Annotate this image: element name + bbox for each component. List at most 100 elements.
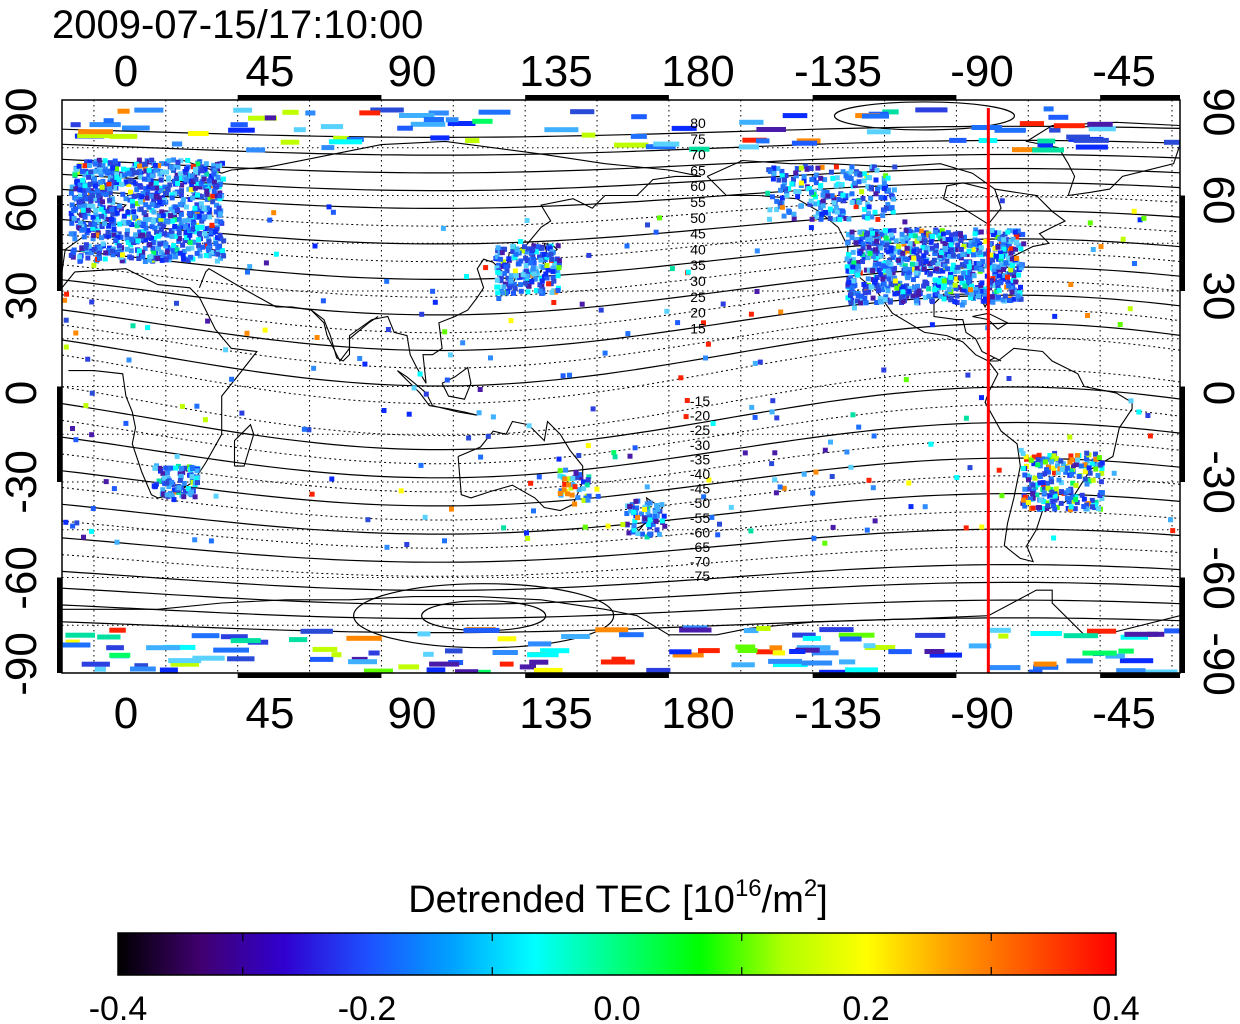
tec-pixel [1093,499,1099,505]
tec-pixel [417,631,431,637]
tec-pixel [1069,495,1075,500]
tec-pixel [502,246,507,252]
tec-pixel [1028,669,1043,673]
contour-line [62,167,1180,192]
tec-pixel [417,371,423,377]
tec-pixel [301,426,307,432]
tec-pixel [442,329,448,335]
tec-pixel [650,521,656,527]
tec-pixel [442,538,447,544]
tec-pixel [62,642,91,648]
tec-pixel [865,215,871,221]
contour-line [62,599,1180,620]
tec-pixel [289,637,308,643]
tec-pixel [856,424,862,430]
contour-line [62,336,1180,405]
tec-pixel [994,234,1000,240]
tec-pixel [846,277,852,282]
tec-pixel [1087,121,1113,127]
tec-pixel [80,177,86,183]
tec-pixel [147,257,152,263]
tec-pixel [562,481,568,487]
top-lon-tick: -90 [950,47,1014,96]
tec-pixel [865,184,871,190]
tec-pixel [77,187,83,193]
tec-pixel [754,248,760,254]
tec-pixel [742,450,748,456]
tec-pixel [519,248,525,254]
tec-pixel [717,521,722,527]
tec-pixel [891,196,897,202]
tec-pixel [69,202,75,208]
tec-pixel [90,236,96,242]
tec-pixel [808,165,814,171]
tec-pixel [955,242,961,248]
tec-pixel [1045,500,1051,506]
tec-pixel [1048,114,1069,120]
tec-pixel [795,194,801,200]
tec-pixel [107,186,112,192]
tec-pixel [868,237,874,243]
tec-pixel [557,468,563,474]
tec-pixel [404,542,410,547]
tec-pixel [979,524,985,530]
tec-pixel [993,274,999,279]
tec-pixel [875,186,880,192]
tec-pixel [1072,506,1078,512]
tec-pixel [472,118,493,124]
tec-pixel [953,236,958,242]
tec-pixel [113,238,119,244]
contour-label: -70 [690,554,710,570]
tec-pixel [194,468,200,474]
tec-pixel [525,536,531,541]
tec-pixel [447,352,453,358]
tec-pixel [1070,480,1076,486]
tec-pixel [1044,467,1049,473]
tec-pixel [752,360,758,366]
tec-pixel [142,161,148,167]
tec-pixel [888,245,894,251]
tec-pixel [838,182,844,188]
tec-pixel [898,294,904,300]
tec-pixel [70,426,75,431]
tec-pixel [160,169,166,175]
tec-pixel [507,283,513,289]
tec-pixel [179,188,184,194]
tec-pixel [849,200,855,205]
tec-pixel [110,178,116,184]
tec-pixel [970,252,976,258]
tec-pixel [841,198,847,204]
tec-pixel [134,187,140,193]
tec-pixel [948,297,954,303]
tec-pixel [791,176,796,182]
tec-pixel [531,256,536,262]
tec-pixel [799,203,805,209]
tec-pixel [494,277,500,283]
tec-pixel [834,175,840,181]
tec-pixel [1012,229,1018,235]
tec-pixel [157,188,163,193]
contour-label: -40 [690,466,710,482]
tec-pixel [900,289,906,295]
tec-pixel [964,275,970,280]
tec-pixel [172,487,177,493]
tec-pixel [850,257,856,262]
tec-pixel [781,485,787,491]
tec-pixel [955,267,961,273]
tec-pixel [208,250,214,255]
tec-pixel [532,276,538,282]
tec-pixel [914,252,920,258]
tec-pixel [904,286,909,292]
tec-pixel [134,170,140,176]
tec-pixel [584,482,590,488]
tec-pixel [581,132,596,138]
tec-pixel [133,161,139,167]
tec-pixel [786,208,792,214]
tec-pixel [861,214,867,220]
tec-pixel [526,423,532,429]
tec-pixel [1058,500,1064,506]
tec-pixel [148,178,154,184]
tec-pixel [773,662,808,668]
tec-pixel [155,202,161,208]
tec-pixel [205,205,210,211]
